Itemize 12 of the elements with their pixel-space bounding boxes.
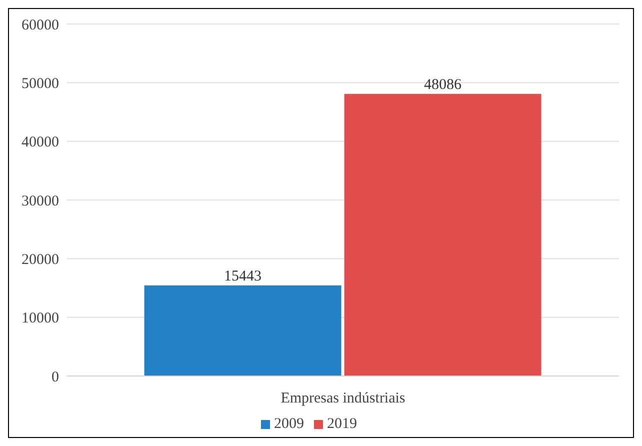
y-tick-label: 20000 (22, 252, 59, 268)
legend-label: 2019 (327, 416, 357, 432)
y-tick-label: 60000 (22, 17, 59, 34)
data-label: 48086 (424, 76, 462, 93)
data-label: 15443 (224, 268, 262, 284)
y-tick-label: 30000 (22, 193, 59, 210)
legend-label: 2009 (274, 416, 304, 432)
y-tick-label: 50000 (22, 76, 59, 92)
y-tick-label: 40000 (22, 134, 59, 151)
y-tick-label: 10000 (22, 310, 59, 327)
y-tick-label: 0 (52, 369, 59, 386)
x-tick-label: Empresas indústriais (280, 390, 406, 407)
